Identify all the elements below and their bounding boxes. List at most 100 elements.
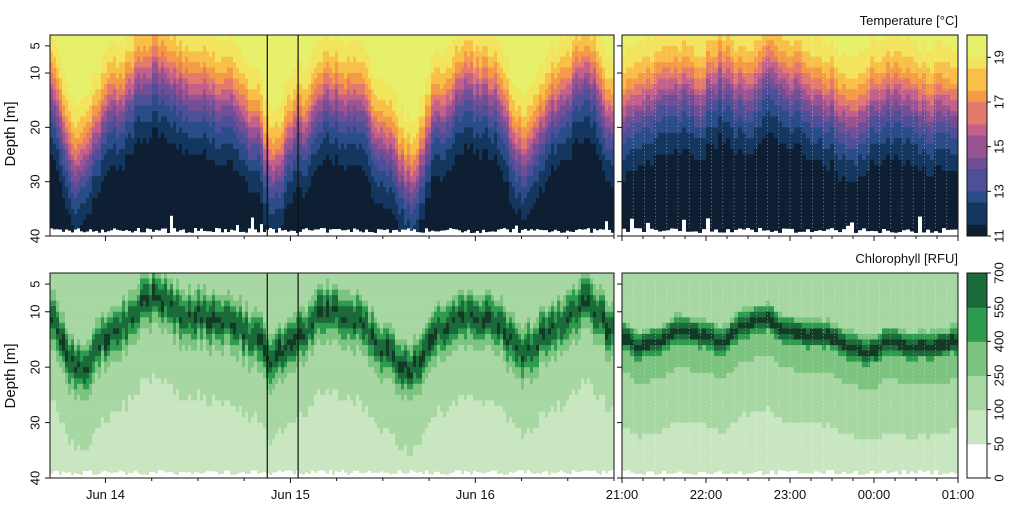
temperature-cell (320, 154, 324, 161)
temperature-cell (407, 67, 411, 74)
temperature-cell (380, 62, 384, 69)
temperature-cell (152, 176, 156, 183)
temperature-cell (149, 116, 153, 123)
temperature-cell (389, 111, 393, 118)
temperature-cell (263, 56, 267, 63)
temperature-cell (137, 170, 141, 177)
temperature-cell (362, 154, 366, 161)
temperature-cell (65, 40, 69, 47)
temperature-cell (407, 62, 411, 69)
temperature-cell (215, 176, 219, 183)
temperature-cell (53, 138, 57, 145)
temperature-cell (125, 203, 129, 210)
temperature-cell (434, 176, 438, 183)
temperature-cell (56, 78, 60, 85)
temperature-cell (437, 94, 441, 101)
temperature-cell (437, 181, 441, 188)
temperature-cell (314, 89, 318, 96)
temperature-cell (68, 197, 72, 204)
temperature-cell (317, 45, 321, 52)
temperature-cell (389, 214, 393, 221)
temperature-cell (185, 197, 189, 204)
temperature-cell (308, 165, 312, 172)
temperature-cell (422, 208, 426, 215)
temperature-cell (380, 56, 384, 63)
temperature-cell (104, 225, 108, 232)
temperature-cell (347, 149, 351, 156)
temperature-cell (107, 170, 111, 177)
temperature-cell (443, 105, 447, 112)
temperature-cell (329, 192, 333, 199)
temperature-cell (62, 100, 66, 107)
temperature-cell (95, 197, 99, 204)
temperature-cell (224, 192, 228, 199)
temperature-cell (311, 35, 315, 42)
temperature-cell (413, 192, 417, 199)
temperature-cell (350, 197, 354, 204)
temperature-cell (107, 35, 111, 42)
temperature-cell (410, 67, 414, 74)
temperature-cell (194, 181, 198, 188)
temperature-cell (365, 208, 369, 215)
temperature-cell (428, 138, 432, 145)
temperature-cell (227, 73, 231, 80)
temperature-cell (305, 83, 309, 90)
temperature-cell (95, 192, 99, 199)
temperature-cell (383, 143, 387, 150)
temperature-cell (407, 170, 411, 177)
temperature-cell (389, 143, 393, 150)
temperature-cell (344, 40, 348, 47)
temperature-cell (338, 225, 342, 232)
temperature-cell (107, 94, 111, 101)
temperature-nodata (335, 229, 339, 236)
temperature-cell (260, 203, 264, 210)
temperature-cell (413, 197, 417, 204)
temperature-cell (50, 214, 54, 221)
temperature-cell (335, 170, 339, 177)
temperature-cell (356, 203, 360, 210)
temperature-nodata (221, 232, 225, 236)
temperature-cell (278, 208, 282, 215)
temperature-cell (104, 94, 108, 101)
temperature-cell (218, 165, 222, 172)
temperature-cell (362, 100, 366, 107)
temperature-nodata (209, 231, 213, 236)
temperature-cell (74, 73, 78, 80)
temperature-cell (182, 132, 186, 139)
temperature-cell (242, 127, 246, 134)
temperature-cell (299, 89, 303, 96)
temperature-cell (98, 40, 102, 47)
temperature-cell (251, 159, 255, 166)
temperature-cell (275, 45, 279, 52)
temperature-cell (107, 62, 111, 69)
temperature-cell (104, 78, 108, 85)
temperature-cell (284, 67, 288, 74)
temperature-cell (278, 73, 282, 80)
temperature-cell (143, 56, 147, 63)
temperature-cell (197, 143, 201, 150)
temperature-cell (59, 51, 63, 58)
temperature-cell (92, 45, 96, 52)
temperature-cell (257, 170, 261, 177)
temperature-cell (92, 121, 96, 128)
temperature-cell (383, 197, 387, 204)
temperature-cell (74, 105, 78, 112)
temperature-cell (260, 187, 264, 194)
temperature-cell (287, 181, 291, 188)
temperature-cell (293, 56, 297, 63)
temperature-cell (245, 181, 249, 188)
temperature-cell (98, 225, 102, 232)
temperature-cell (380, 214, 384, 221)
temperature-cell (236, 127, 240, 134)
temperature-cell (392, 170, 396, 177)
temperature-cell (248, 62, 252, 69)
temperature-cell (323, 40, 327, 47)
temperature-cell (257, 83, 261, 90)
temperature-cell (89, 40, 93, 47)
temperature-cell (416, 176, 420, 183)
temperature-cell (278, 165, 282, 172)
temperature-cell (350, 225, 354, 232)
temperature-cell (206, 138, 210, 145)
temperature-cell (431, 165, 435, 172)
temperature-cell (119, 111, 123, 118)
